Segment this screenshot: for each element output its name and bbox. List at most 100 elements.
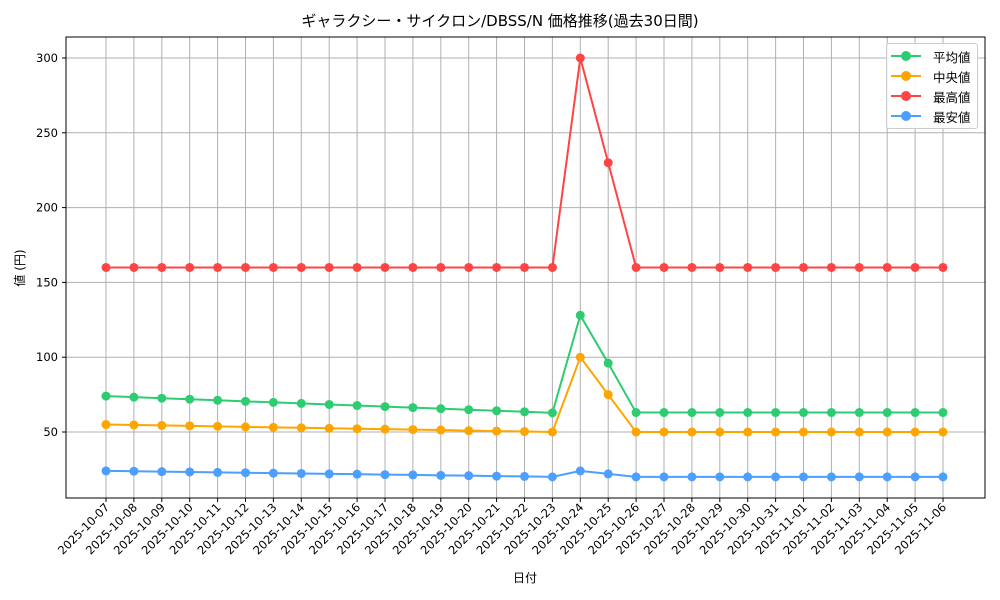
- chart-title: ギャラクシー・サイクロン/DBSS/N 価格推移(過去30日間): [301, 12, 699, 30]
- data-point: [799, 472, 808, 482]
- data-point: [436, 404, 446, 414]
- data-point: [603, 158, 613, 168]
- x-axis-ticks: 2025-10-072025-10-082025-10-092025-10-10…: [55, 498, 949, 557]
- data-point: [575, 466, 585, 476]
- data-point: [241, 422, 250, 432]
- legend-item: 最安値: [887, 106, 977, 126]
- data-point: [938, 262, 948, 272]
- data-point: [938, 408, 948, 418]
- data-point: [492, 426, 502, 436]
- data-point: [324, 262, 334, 272]
- y-tick-label: 100: [36, 350, 58, 364]
- data-point: [854, 262, 864, 272]
- legend-label: 中央値: [933, 69, 971, 85]
- data-point: [659, 262, 669, 272]
- data-point: [938, 472, 948, 482]
- data-point: [296, 468, 306, 478]
- data-point: [268, 262, 278, 272]
- data-point: [547, 472, 557, 482]
- data-point: [157, 393, 167, 403]
- y-tick-label: 250: [36, 126, 58, 140]
- legend-marker-icon: [891, 71, 921, 81]
- y-tick-label: 300: [36, 51, 58, 65]
- data-point: [268, 397, 278, 407]
- data-point: [631, 262, 641, 272]
- data-point: [575, 310, 585, 320]
- data-point: [408, 425, 418, 435]
- data-point: [101, 391, 111, 401]
- data-point: [547, 427, 557, 437]
- data-point: [659, 408, 669, 418]
- data-point: [854, 472, 864, 482]
- legend-marker-icon: [891, 91, 921, 101]
- data-point: [910, 472, 920, 482]
- data-point: [408, 403, 418, 413]
- data-point: [687, 472, 697, 482]
- data-point: [129, 466, 139, 476]
- data-point: [520, 427, 529, 437]
- data-point: [101, 262, 111, 272]
- data-point: [213, 262, 223, 272]
- data-point: [882, 472, 892, 482]
- data-point: [352, 424, 362, 434]
- data-point: [185, 421, 195, 431]
- data-point: [687, 408, 697, 418]
- data-point: [492, 406, 502, 416]
- data-point: [380, 424, 390, 434]
- data-point: [241, 396, 250, 406]
- data-point: [464, 426, 474, 436]
- data-point: [687, 262, 697, 272]
- data-point: [826, 262, 836, 272]
- data-point: [631, 427, 641, 437]
- data-point: [408, 262, 418, 272]
- data-point: [575, 53, 585, 63]
- data-point: [324, 469, 334, 479]
- x-axis-label: 日付: [513, 571, 537, 585]
- data-point: [659, 472, 669, 482]
- data-point: [296, 262, 306, 272]
- y-axis-ticks: 50 100 150 200 250 300: [36, 51, 66, 439]
- data-point: [101, 420, 111, 430]
- data-point: [157, 420, 167, 430]
- data-point: [157, 262, 167, 272]
- data-point: [352, 469, 362, 479]
- legend-item: 最高値: [887, 86, 977, 106]
- data-point: [101, 466, 111, 476]
- data-point: [687, 427, 697, 437]
- data-point: [352, 401, 362, 411]
- series-line: [101, 310, 948, 418]
- data-point: [241, 262, 250, 272]
- y-tick-label: 50: [43, 425, 58, 439]
- data-point: [185, 394, 195, 404]
- data-point: [129, 392, 139, 402]
- data-point: [771, 408, 781, 418]
- series-line: [101, 466, 948, 482]
- data-point: [799, 427, 808, 437]
- data-point: [715, 408, 725, 418]
- chart-series: [101, 53, 948, 482]
- data-point: [799, 408, 808, 418]
- data-point: [631, 408, 641, 418]
- data-point: [520, 407, 529, 417]
- data-point: [882, 262, 892, 272]
- legend-marker-icon: [891, 51, 921, 61]
- data-point: [129, 420, 139, 430]
- data-point: [910, 262, 920, 272]
- data-point: [715, 427, 725, 437]
- data-point: [324, 399, 334, 409]
- legend-item: 平均値: [887, 46, 977, 66]
- data-point: [743, 427, 753, 437]
- data-point: [408, 470, 418, 480]
- data-point: [380, 402, 390, 412]
- data-point: [185, 467, 195, 477]
- data-point: [659, 427, 669, 437]
- data-point: [854, 427, 864, 437]
- data-point: [938, 427, 948, 437]
- data-point: [771, 472, 781, 482]
- data-point: [826, 472, 836, 482]
- data-point: [492, 471, 502, 481]
- y-axis-label: 値 (円): [12, 249, 27, 286]
- data-point: [910, 427, 920, 437]
- data-point: [380, 262, 390, 272]
- data-point: [324, 423, 334, 433]
